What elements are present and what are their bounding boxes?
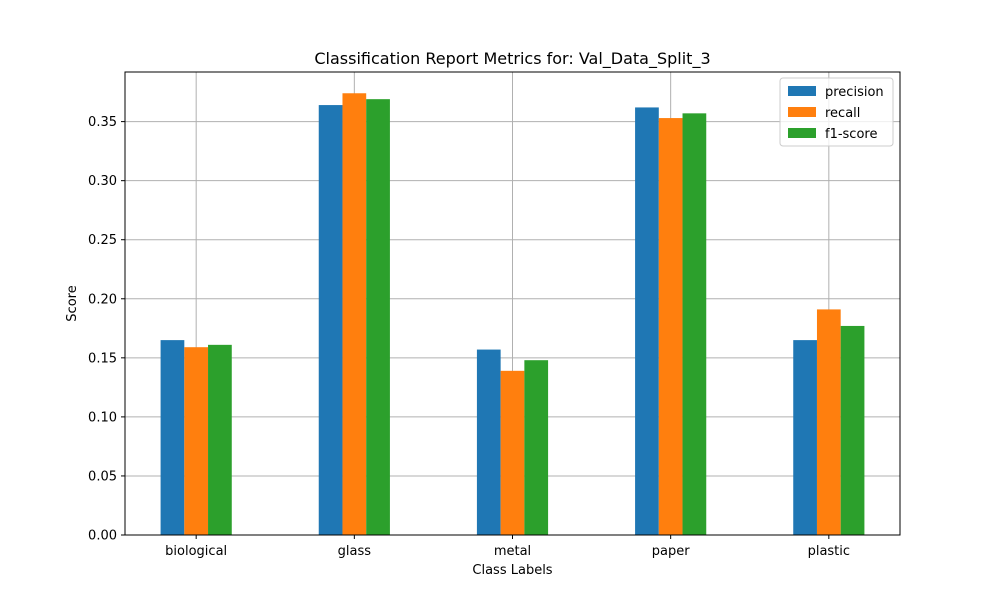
y-tick-label: 0.35 bbox=[88, 115, 117, 130]
bar-precision-plastic bbox=[793, 340, 817, 535]
y-axis-title: Score bbox=[65, 285, 80, 321]
x-tick-label: biological bbox=[165, 544, 227, 559]
bars bbox=[160, 93, 865, 536]
bar-f1-score-biological bbox=[208, 344, 232, 535]
bar-recall-biological bbox=[184, 347, 209, 535]
x-tick-label: paper bbox=[652, 544, 690, 559]
legend-label-f1-score: f1-score bbox=[825, 127, 877, 142]
bar-precision-paper bbox=[635, 107, 659, 536]
x-axis-title: Class Labels bbox=[472, 563, 552, 578]
y-tick-label: 0.20 bbox=[88, 292, 117, 307]
bar-recall-metal bbox=[500, 370, 525, 535]
bar-precision-biological bbox=[160, 340, 185, 535]
y-tick-label: 0.00 bbox=[88, 529, 117, 544]
bar-f1-score-paper bbox=[682, 113, 707, 535]
chart-title: Classification Report Metrics for: Val_D… bbox=[314, 49, 710, 69]
y-tick-label: 0.05 bbox=[88, 469, 117, 484]
legend-swatch-f1-score bbox=[788, 128, 816, 138]
bar-recall-plastic bbox=[816, 309, 841, 535]
x-tick-label: metal bbox=[494, 544, 531, 559]
y-tick-label: 0.25 bbox=[88, 233, 117, 248]
bar-precision-glass bbox=[318, 105, 343, 536]
bar-f1-score-metal bbox=[524, 360, 549, 535]
x-tick-label: glass bbox=[338, 544, 372, 559]
y-tick-label: 0.15 bbox=[88, 351, 117, 366]
bar-precision-metal bbox=[476, 349, 501, 535]
x-tick-label: plastic bbox=[808, 544, 850, 559]
y-tick-label: 0.30 bbox=[88, 174, 117, 189]
y-tick-label: 0.10 bbox=[88, 410, 117, 425]
bar-f1-score-plastic bbox=[840, 325, 865, 535]
axis-ticks: 0.00 0.05 0.10 0.15 0.20 0.25 0.30 0.35 biologic… bbox=[88, 115, 850, 559]
legend-label-precision: precision bbox=[825, 85, 884, 100]
bar-recall-glass bbox=[342, 93, 367, 536]
legend-swatch-precision bbox=[788, 86, 816, 96]
bar-f1-score-glass bbox=[366, 99, 390, 535]
legend: precision recall f1-score bbox=[779, 77, 894, 147]
bar-recall-paper bbox=[658, 118, 683, 535]
legend-swatch-recall bbox=[788, 107, 816, 117]
legend-label-recall: recall bbox=[825, 106, 860, 121]
